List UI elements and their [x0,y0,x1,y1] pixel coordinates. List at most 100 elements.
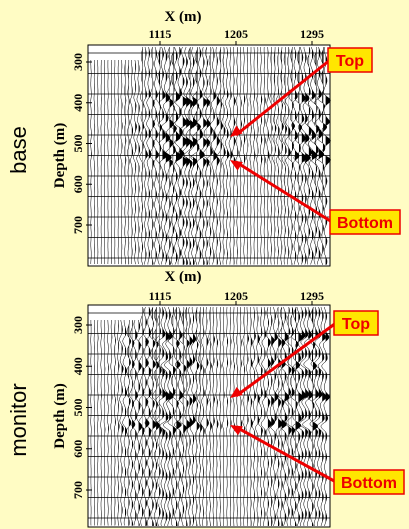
trace [103,320,106,526]
trace-fill [172,307,176,526]
trace [198,46,208,265]
trace-fill [274,307,279,526]
callout-arrow [235,58,331,137]
trace-fill [165,47,172,265]
trace [113,320,116,526]
trace [136,59,141,265]
callout-arrow [235,160,333,224]
trace [269,47,273,265]
trace [130,60,134,265]
trace [260,306,267,527]
trace-fill [298,307,304,526]
trace-fill [172,47,177,265]
trace-fill [240,307,242,526]
trace [208,306,213,526]
trace-fill [145,47,148,265]
trace [246,46,249,265]
trace [138,306,145,527]
trace-fill [213,307,215,526]
trace-fill [210,47,213,265]
trace-fill [145,307,150,526]
trace [205,306,209,527]
trace [226,306,229,527]
trace [279,306,290,527]
trace-fill [186,307,191,526]
arrow-head [230,125,243,137]
trace-fill [291,307,295,526]
trace [107,59,109,264]
callout-arrow [235,425,337,484]
trace [155,306,163,527]
trace [281,46,288,265]
trace [228,46,233,265]
trace [190,46,201,265]
trace [295,306,307,526]
trace [139,46,145,265]
trace-fill [128,60,130,265]
trace-fill [267,307,272,526]
trace-fill [203,47,207,265]
x-axis-label: X (m) [164,269,201,285]
trace [270,306,279,527]
trace [215,306,219,526]
trace [321,46,331,265]
plot-area [87,304,331,528]
trace [156,306,167,527]
trace [148,306,157,527]
trace [149,46,155,265]
trace [253,46,256,265]
trace-fill [169,307,174,526]
trace [193,306,200,527]
trace [100,60,102,265]
trace-fill [128,320,132,526]
trace-fill [261,47,263,265]
trace [214,46,220,265]
trace-fill [148,307,152,526]
trace-fill [206,47,211,265]
trace [302,306,313,527]
trace-fill [284,307,290,526]
trace [263,46,266,265]
trace [123,60,127,265]
trace [174,46,185,265]
y-axis-label: Depth (m) [52,383,68,448]
trace [320,306,330,527]
trace [315,46,328,265]
trace-fill [216,47,220,265]
trace [97,60,99,264]
trace [93,59,96,265]
trace [272,47,277,265]
panel-label: monitor [6,383,31,456]
trace-fill [142,307,145,526]
trace-fill [216,307,219,526]
y-tick-label: 600 [71,175,85,193]
trace-fill [155,307,160,526]
trace [249,306,253,527]
trace [266,46,270,265]
trace-fill [121,320,124,526]
trace [202,46,211,265]
trace [274,306,284,527]
trace [275,46,280,265]
trace [178,46,188,265]
trace [292,306,304,527]
trace [97,319,99,526]
trace [174,306,184,526]
trace [255,307,261,527]
callout-text: Bottom [337,215,393,232]
trace [188,46,198,265]
y-tick-label: 500 [71,399,85,417]
seismic-traces [90,46,331,265]
trace [163,306,174,527]
y-tick-label: 400 [71,94,85,112]
callout-box [329,209,401,235]
arrow-head [230,386,243,398]
trace [206,46,213,265]
trace [211,306,215,527]
x-tick-label: 1205 [224,27,248,41]
callout-box [327,47,373,73]
panel-label: base [6,126,31,174]
trace-fill [186,47,191,265]
trace [283,306,292,527]
trace [126,319,132,526]
